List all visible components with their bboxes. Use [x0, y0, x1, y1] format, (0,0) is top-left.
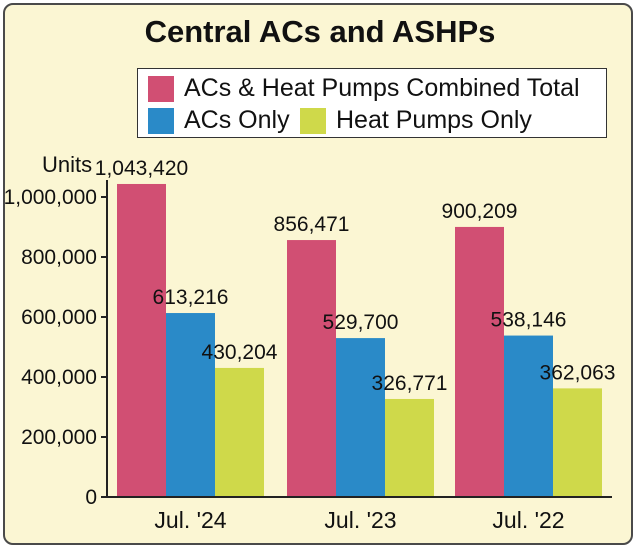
bar-heat-pumps-only-0 — [215, 367, 264, 497]
bar-heat-pumps-only-2 — [553, 388, 602, 497]
y-tick-group: 0 200,000 400,000 600,000 800,000 1,000,000 — [4, 186, 107, 509]
x-label-group: Jul. '24 Jul. '23 Jul. '22 — [154, 507, 564, 533]
legend-label-acs-only: ACs Only — [184, 106, 290, 134]
x-category-label: Jul. '23 — [324, 507, 396, 533]
y-tick-label: 0 — [85, 486, 97, 509]
data-label-acs-only-1: 529,700 — [323, 311, 399, 334]
data-label-heat-pumps-only-0: 430,204 — [202, 341, 278, 364]
legend-label-heat-pumps-only: Heat Pumps Only — [336, 106, 532, 134]
data-label-combined-1: 856,471 — [274, 213, 350, 236]
data-label-heat-pumps-only-1: 326,771 — [372, 372, 448, 395]
y-tick-label: 800,000 — [21, 246, 97, 269]
chart-legend: ACs & Heat Pumps Combined Total ACs Only… — [137, 68, 607, 138]
legend-label-combined: ACs & Heat Pumps Combined Total — [184, 74, 580, 102]
bar-acs-only-1 — [336, 338, 385, 497]
data-label-acs-only-2: 538,146 — [491, 309, 567, 332]
data-label-group: 1,043,420 613,216 430,204 856,471 529,700 326… — [95, 157, 616, 395]
bar-group — [117, 183, 602, 497]
x-category-label: Jul. '22 — [492, 507, 564, 533]
data-label-heat-pumps-only-2: 362,063 — [540, 361, 616, 384]
data-label-combined-2: 900,209 — [442, 200, 518, 223]
y-axis-units-label: Units — [42, 152, 92, 177]
legend-swatch-combined — [148, 75, 174, 102]
data-label-acs-only-0: 613,216 — [153, 286, 229, 309]
data-label-combined-0: 1,043,420 — [95, 157, 188, 180]
chart-title: Central ACs and ASHPs — [144, 14, 496, 49]
y-tick-label: 200,000 — [21, 426, 97, 449]
legend-swatch-heat-pumps-only — [300, 107, 326, 134]
y-tick-label: 400,000 — [21, 366, 97, 389]
bar-acs-only-2 — [504, 335, 553, 497]
legend-item-acs-only: ACs Only — [148, 106, 290, 135]
y-tick-label: 1,000,000 — [4, 186, 97, 209]
x-category-label: Jul. '24 — [154, 507, 226, 533]
bar-combined-1 — [287, 240, 336, 497]
bar-combined-2 — [455, 226, 504, 497]
legend-item-heat-pumps-only: Heat Pumps Only — [300, 106, 532, 135]
legend-item-combined: ACs & Heat Pumps Combined Total — [148, 74, 580, 103]
y-tick-label: 600,000 — [21, 306, 97, 329]
bar-combined-0 — [117, 183, 166, 497]
bar-heat-pumps-only-1 — [385, 398, 434, 497]
bar-acs-only-0 — [166, 313, 215, 497]
legend-swatch-acs-only — [148, 107, 174, 134]
